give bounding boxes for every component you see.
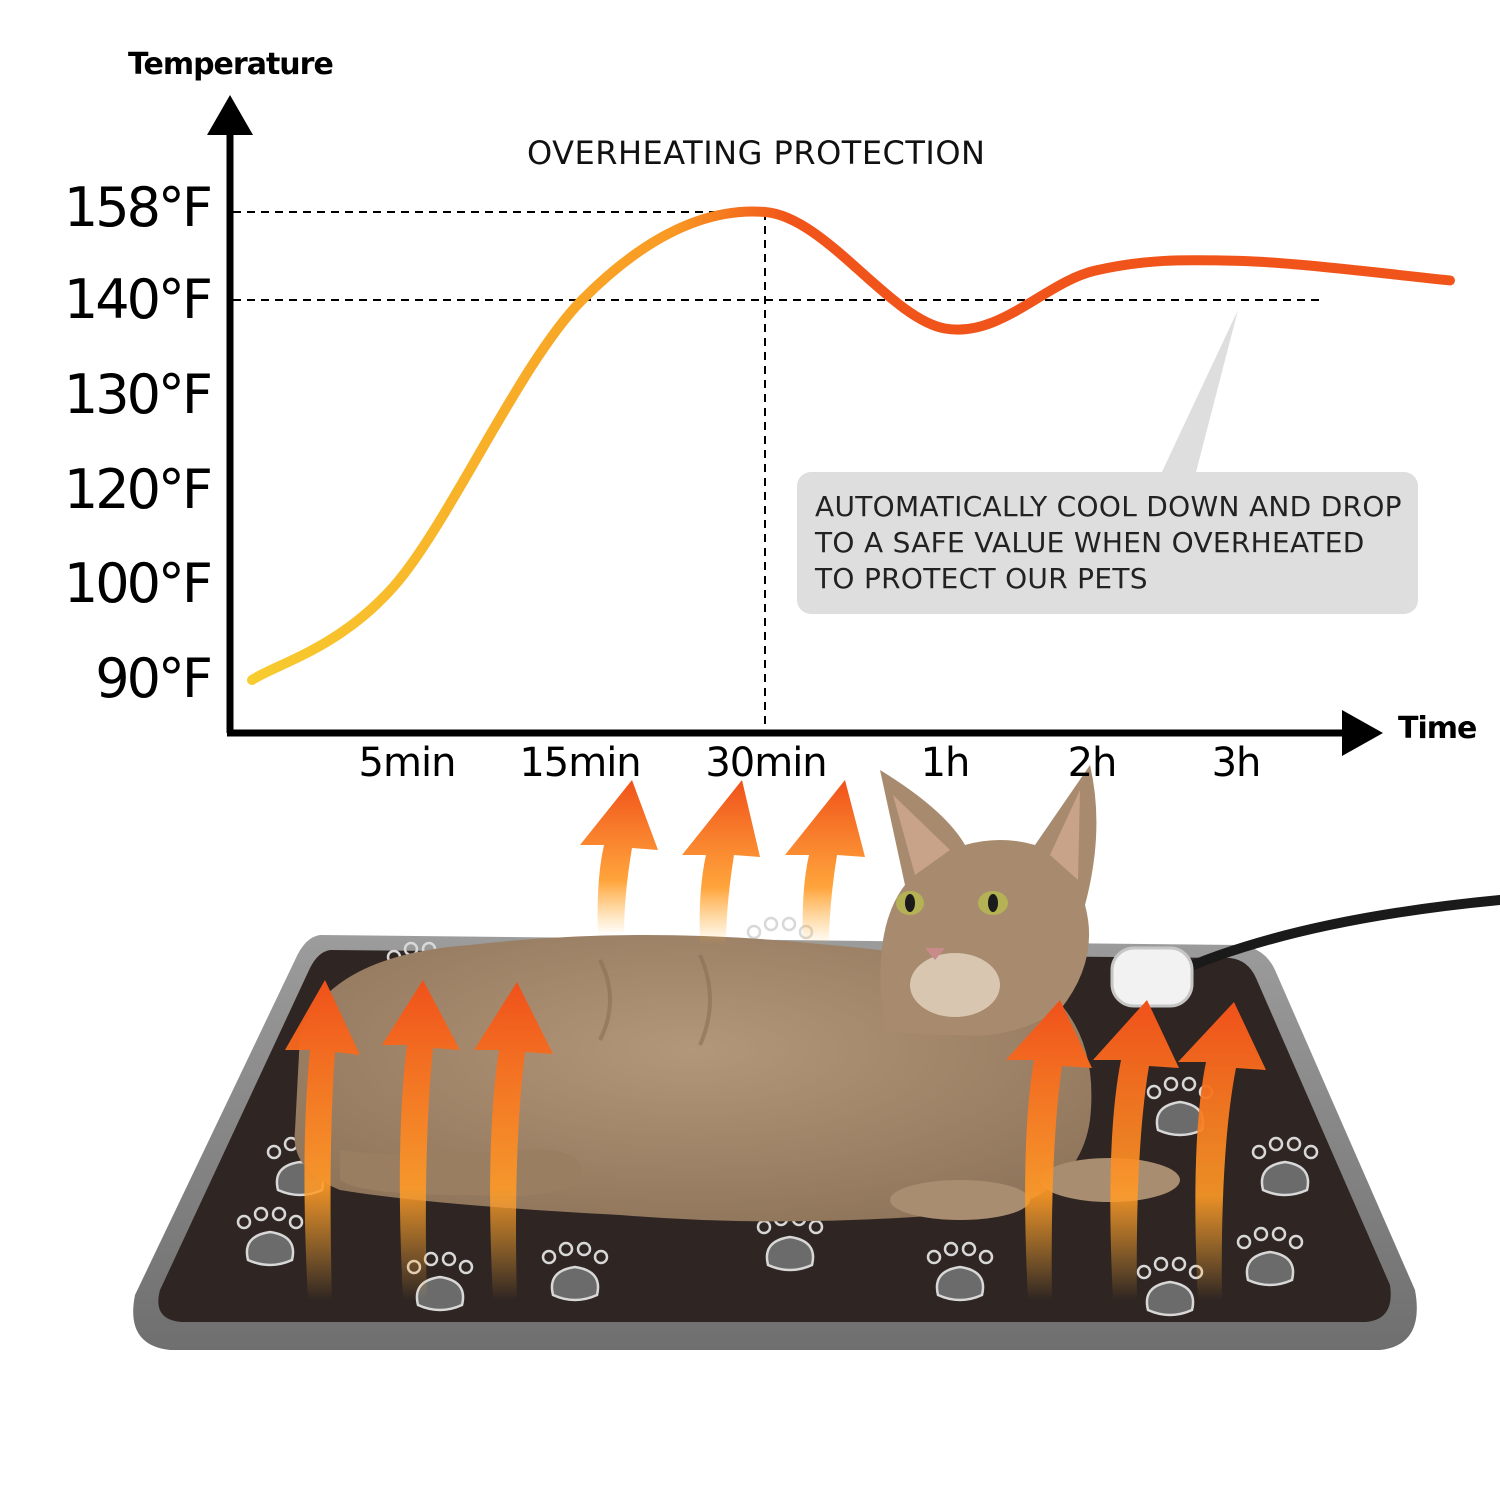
y-tick-label: 158°F <box>63 176 213 239</box>
temperature-curve <box>247 206 1455 685</box>
heat-arrow <box>682 780 760 945</box>
heat-arrow <box>1178 1002 1266 1300</box>
x-axis-arrowhead <box>1342 710 1383 756</box>
x-tick-label: 30min <box>705 740 827 786</box>
x-tick-label: 2h <box>1067 740 1118 786</box>
y-tick-label: 100°F <box>63 552 213 615</box>
x-tick-label: 15min <box>519 740 641 786</box>
y-axis-title: Temperature <box>128 47 334 82</box>
y-tick-label: 120°F <box>63 458 213 521</box>
x-tick-label: 1h <box>920 740 971 786</box>
callout-line: TO A SAFE VALUE WHEN OVERHEATED <box>815 526 1365 559</box>
x-axis-title: Time <box>1398 711 1477 746</box>
heat-arrow <box>785 780 865 945</box>
heat-arrow <box>474 982 553 1300</box>
heat-arrow <box>1006 1000 1092 1300</box>
callout-line: AUTOMATICALLY COOL DOWN AND DROP <box>815 490 1402 523</box>
callout-line: TO PROTECT OUR PETS <box>815 562 1148 595</box>
heat-arrows <box>285 780 1266 1300</box>
y-tick-label: 140°F <box>63 268 213 331</box>
chart-title: OVERHEATING PROTECTION <box>527 134 986 172</box>
y-tick-label: 90°F <box>95 647 213 710</box>
annotation-callout: AUTOMATICALLY COOL DOWN AND DROP TO A SA… <box>797 472 1418 614</box>
x-tick-label: 3h <box>1211 740 1262 786</box>
heat-arrow <box>382 980 460 1300</box>
y-tick-label: 130°F <box>63 363 213 426</box>
y-axis-arrowhead <box>207 95 253 135</box>
heat-arrow <box>1093 1000 1179 1300</box>
power-cable <box>1110 895 1500 1008</box>
x-tick-label: 5min <box>358 740 457 786</box>
heat-arrow <box>580 780 658 935</box>
heat-arrow <box>285 980 360 1300</box>
